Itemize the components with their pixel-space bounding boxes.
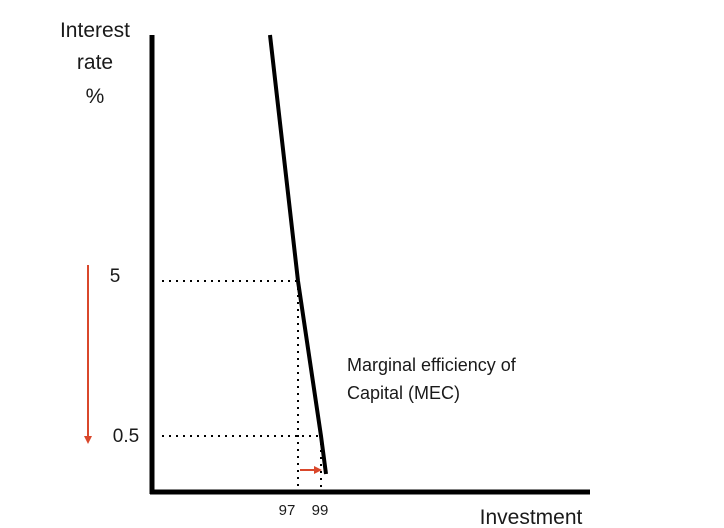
x-tick-label-99: 99 bbox=[312, 502, 329, 519]
y-tick-label-0-5: 0.5 bbox=[113, 426, 139, 447]
y-axis-title-line-1: Interest bbox=[60, 19, 130, 42]
mec-label-line-1: Marginal efficiency of bbox=[347, 355, 517, 375]
mec-curve bbox=[268, 34, 328, 475]
y-tick-label-5: 5 bbox=[110, 266, 121, 287]
y-axis-title-line-3: % bbox=[86, 85, 105, 108]
mec-label-line-2: Capital (MEC) bbox=[347, 383, 460, 403]
y-axis-title-line-2: rate bbox=[77, 51, 113, 74]
x-tick-label-97: 97 bbox=[279, 502, 296, 519]
x-axis-title: Investment bbox=[480, 506, 583, 528]
